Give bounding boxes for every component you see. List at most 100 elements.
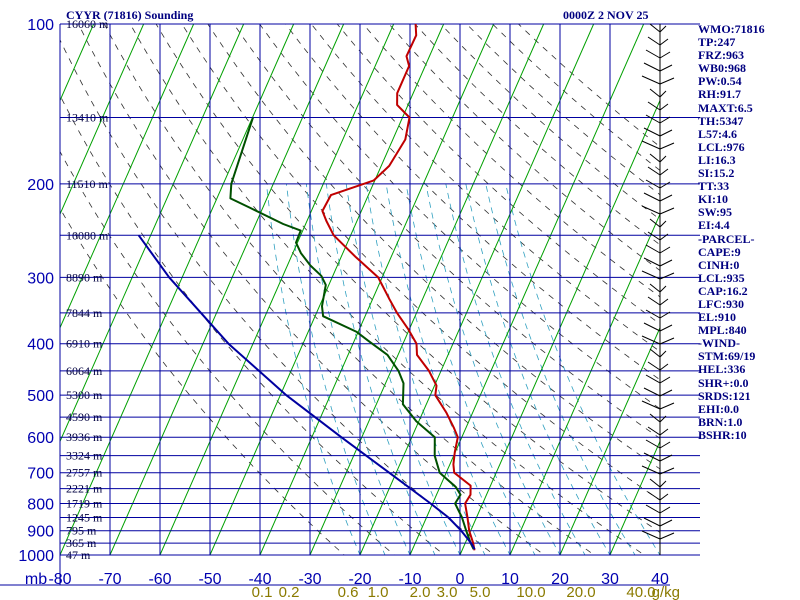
temperature-tick-label: 30 <box>601 571 619 588</box>
stability-index-item: -PARCEL- <box>698 231 755 246</box>
wind-barb <box>659 506 671 514</box>
wind-barb <box>641 140 661 150</box>
wind-barb <box>659 155 667 163</box>
skewed-isotherm <box>259 24 495 555</box>
stability-index-item: BSHR:10 <box>698 427 747 442</box>
stability-index-item: LCL:935 <box>698 270 745 285</box>
wind-barb <box>659 103 669 111</box>
wind-barb <box>649 413 661 423</box>
wind-barb <box>659 246 671 254</box>
wind-barb <box>659 51 671 59</box>
height-label: 11510 m <box>66 177 109 191</box>
wind-barb <box>649 23 661 33</box>
wind-barb <box>659 415 667 423</box>
moist-adiabat <box>286 183 386 555</box>
dry-adiabat <box>155 24 660 533</box>
stability-index-item: SI:15.2 <box>698 166 735 181</box>
wind-barb <box>659 298 669 306</box>
wind-barb <box>659 285 667 293</box>
stability-index-item: RH:91.7 <box>698 87 741 102</box>
wind-barb <box>659 207 675 215</box>
wind-barb <box>659 38 669 46</box>
wind-barb <box>645 114 661 124</box>
stability-index-item: CINH:0 <box>698 257 740 272</box>
height-label: 8890 m <box>66 270 103 284</box>
wind-barb <box>659 493 669 501</box>
moist-adiabat <box>465 183 611 555</box>
temperature-tick-label: -60 <box>148 571 171 588</box>
height-label: 4590 m <box>66 410 103 424</box>
dry-adiabat <box>60 38 495 555</box>
wind-barb <box>659 116 671 124</box>
dry-adiabat <box>181 24 660 501</box>
dewpoint-trace <box>229 117 475 550</box>
wind-barb <box>659 337 675 345</box>
stability-index-item: TP:247 <box>698 35 736 50</box>
mixing-ratio-label: 0.6 <box>338 584 359 600</box>
height-label: 2221 m <box>66 482 103 496</box>
dry-adiabat <box>60 94 445 555</box>
pressure-tick-label: 400 <box>27 337 54 354</box>
wind-barb <box>659 467 675 475</box>
stability-index-item: EI:4.4 <box>698 218 730 233</box>
temperature-tick-label: -70 <box>98 571 121 588</box>
wind-barb <box>649 283 661 293</box>
skewed-isotherm <box>109 24 345 555</box>
pressure-tick-label: 500 <box>27 388 54 405</box>
height-label: 1719 m <box>66 497 103 511</box>
pressure-tick-label: 700 <box>27 466 54 483</box>
wind-barb <box>643 517 661 527</box>
skewed-isotherm <box>359 24 595 555</box>
mixing-ratio-label: 40.0 <box>626 584 655 600</box>
skewed-isotherm <box>309 24 545 555</box>
stability-index-item: BRN:1.0 <box>698 414 743 429</box>
wind-barb <box>643 322 661 332</box>
stability-index-item: SW:95 <box>698 205 733 220</box>
mixing-ratio-label: 0.2 <box>279 584 300 600</box>
temperature-tick-label: 0 <box>456 571 465 588</box>
pressure-tick-label: 900 <box>27 524 54 541</box>
height-label: 2757 m <box>66 466 103 480</box>
wind-barb <box>643 127 661 137</box>
pressure-unit-label: mb <box>25 571 47 588</box>
temperature-tick-label: 20 <box>551 571 569 588</box>
wind-barb <box>647 426 661 436</box>
stability-index-item: WMO:71816 <box>698 22 765 36</box>
wind-barb <box>645 439 661 449</box>
stability-index-item: LI:16.3 <box>698 152 736 167</box>
stability-index-item: -WIND- <box>698 336 740 351</box>
sounding-datetime: 0000Z 2 NOV 25 <box>563 8 649 22</box>
wind-barb <box>649 153 661 163</box>
moist-adiabat <box>405 183 536 555</box>
stability-index-item: CAP:16.2 <box>698 283 748 298</box>
stability-index-item: PW:0.54 <box>698 74 742 89</box>
wind-barb <box>647 491 661 501</box>
wind-barb <box>647 166 661 176</box>
stability-index-item: SRDS:121 <box>698 388 751 403</box>
stability-index-item: TT:33 <box>698 179 730 194</box>
stability-index-item: LFC:930 <box>698 296 744 311</box>
temperature-tick-label: -20 <box>348 571 371 588</box>
dry-adiabat <box>60 150 395 555</box>
mixing-ratio-label: 10.0 <box>516 584 545 600</box>
dry-adiabat <box>414 24 660 246</box>
sounding-title: CYYR (71816) Sounding <box>66 8 194 22</box>
mixing-ratio-label: 1.0 <box>368 584 389 600</box>
wind-barb <box>659 194 673 202</box>
dry-adiabat <box>207 24 660 470</box>
stability-index-item: EL:910 <box>698 310 737 325</box>
wind-barb <box>641 400 661 410</box>
height-label: 1245 m <box>66 511 103 525</box>
temperature-tick-label: -30 <box>298 571 321 588</box>
wind-barb <box>659 181 671 189</box>
moist-adiabat <box>266 183 361 555</box>
moist-adiabat <box>445 183 586 555</box>
wind-barb <box>645 504 661 514</box>
stability-index-item: TH:5347 <box>698 113 744 128</box>
stability-index-item: WB0:968 <box>698 61 746 76</box>
height-label: 13410 m <box>66 111 109 125</box>
mixing-ratio-label: 0.1 <box>252 584 273 600</box>
parcel-trace <box>137 234 476 550</box>
wind-barb <box>643 62 661 72</box>
moist-adiabat <box>305 183 411 555</box>
